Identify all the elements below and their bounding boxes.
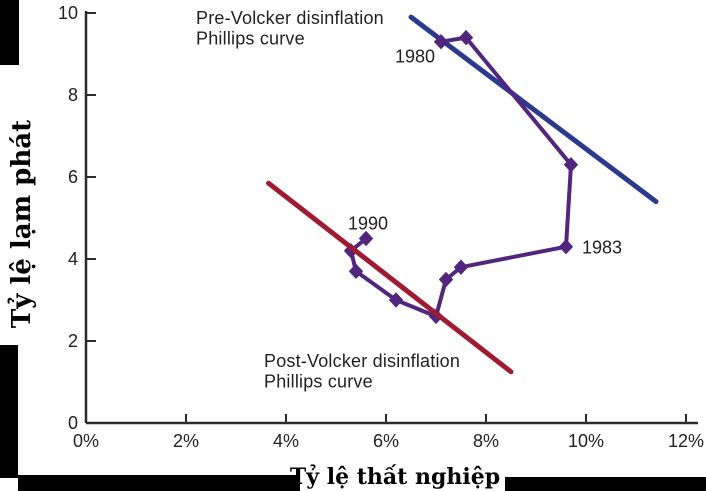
black-bar-bottom-left xyxy=(18,475,300,491)
year-label-1990: 1990 xyxy=(348,214,388,234)
pre-volcker-phillips-curve-line xyxy=(408,14,659,205)
y-tick-label-2: 2 xyxy=(68,331,78,351)
x-tick-label-6%: 6% xyxy=(373,431,399,451)
x-tick-label-10%: 10% xyxy=(568,431,604,451)
x-tick-label-4%: 4% xyxy=(273,431,299,451)
x-tick-label-0%: 0% xyxy=(73,431,99,451)
data-point-marker-1 xyxy=(458,29,474,46)
x-tick-label-2%: 2% xyxy=(173,431,199,451)
year-label-1980: 1980 xyxy=(395,47,435,67)
pre-volcker-label-line-1: Pre-Volcker disinflation xyxy=(196,8,384,28)
data-point-marker-7 xyxy=(388,292,404,308)
x-tick-label-8%: 8% xyxy=(473,431,499,451)
data-point-marker-1983 xyxy=(558,238,574,255)
data-point-marker-1980 xyxy=(433,33,449,50)
data-point-marker-2 xyxy=(563,156,579,173)
chart-generated-layer: 0 2 4 6 8 10 0% 2% 4% 6% 8% 10% 12% 1980 1983 1990 Pre-V… xyxy=(58,3,704,451)
y-tick-label-0: 0 xyxy=(68,413,78,433)
data-point-marker-8 xyxy=(348,263,364,280)
x-axis-title: Tỷ lệ thất nghiệp xyxy=(290,464,500,490)
black-bar-left xyxy=(0,345,18,478)
post-volcker-label-line-2: Phillips curve xyxy=(264,372,373,392)
data-point-marker-4 xyxy=(453,259,469,275)
data-point-marker-5 xyxy=(438,271,454,288)
pre-volcker-label-line-2: Phillips curve xyxy=(196,29,305,49)
post-volcker-phillips-curve-line xyxy=(266,180,514,375)
y-tick-label-4: 4 xyxy=(68,249,78,269)
black-bar-top-left xyxy=(0,0,19,65)
y-tick-label-10: 10 xyxy=(58,3,78,23)
data-point-marker-1990 xyxy=(358,230,374,247)
post-volcker-label-line-1: Post-Volcker disinflation xyxy=(264,351,460,371)
x-tick-label-12%: 12% xyxy=(668,431,704,451)
y-tick-label-8: 8 xyxy=(68,85,78,105)
black-bar-bottom-right xyxy=(505,477,706,491)
y-axis-title: Tỷ lệ lạm phát xyxy=(6,120,37,328)
y-tick-label-6: 6 xyxy=(68,167,78,187)
year-label-1983: 1983 xyxy=(582,238,622,258)
